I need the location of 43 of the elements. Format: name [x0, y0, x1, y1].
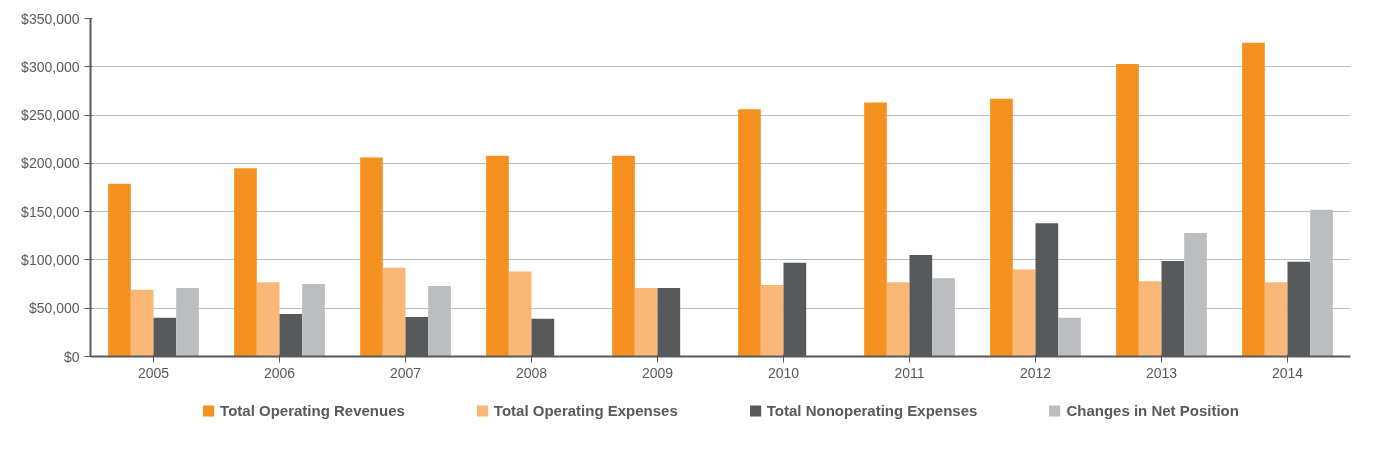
bar — [1116, 63, 1139, 357]
bar — [130, 289, 154, 357]
bar — [486, 155, 509, 357]
bar — [634, 287, 658, 357]
bar — [864, 102, 887, 357]
x-tick-label: 2011 — [894, 364, 925, 381]
y-tick-label: $0 — [63, 348, 80, 365]
y-tick-label: $150,000 — [21, 203, 80, 220]
bar — [886, 282, 910, 357]
x-tick-label: 2009 — [641, 364, 674, 381]
y-tick-label: $50,000 — [28, 300, 80, 317]
x-tick-label: 2010 — [767, 364, 800, 381]
bar — [234, 168, 257, 357]
y-tick-label: $350,000 — [21, 10, 80, 27]
legend-label: Total Nonoperating Expenses — [766, 401, 978, 419]
bar — [1242, 42, 1265, 357]
x-tick-label: 2012 — [1019, 364, 1052, 381]
x-tick-label: 2007 — [389, 364, 422, 381]
y-tick-label: $300,000 — [21, 58, 80, 75]
bar — [1264, 282, 1288, 357]
bar — [108, 183, 131, 357]
bar — [360, 157, 383, 357]
x-tick-label: 2008 — [515, 364, 548, 381]
bar — [1012, 269, 1036, 357]
bar — [990, 98, 1013, 357]
bar — [760, 285, 784, 357]
x-tick-label: 2013 — [1145, 364, 1178, 381]
bar — [508, 271, 532, 357]
x-tick-label: 2005 — [137, 364, 170, 381]
legend-label: Total Operating Revenues — [220, 401, 405, 419]
y-tick-label: $100,000 — [21, 251, 80, 268]
bar — [1058, 317, 1081, 357]
bar — [1138, 281, 1162, 357]
x-tick-label: 2006 — [263, 364, 296, 381]
legend-label: Changes in Net Position — [1066, 401, 1239, 419]
bar — [612, 155, 635, 357]
bar — [738, 109, 761, 357]
bar — [382, 267, 406, 357]
y-tick-label: $250,000 — [21, 107, 80, 124]
y-tick-label: $200,000 — [21, 155, 80, 172]
x-tick-label: 2014 — [1271, 364, 1304, 381]
legend-label: Total Operating Expenses — [493, 401, 678, 419]
bar — [256, 282, 280, 357]
